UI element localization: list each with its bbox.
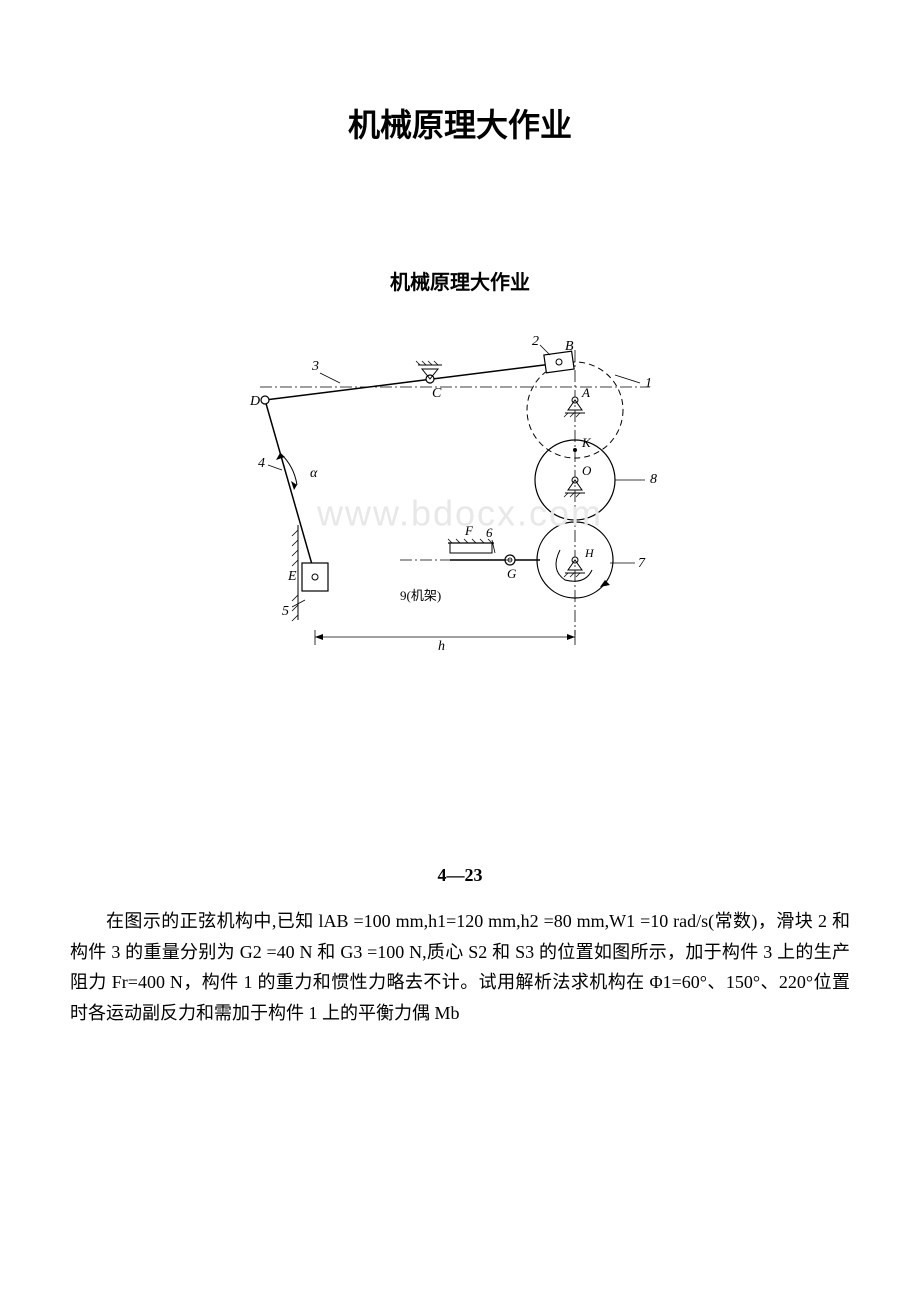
diagram-svg: D C B A K O E F G H α 9(机架) h 1 2 3 4 5 … — [220, 325, 700, 685]
label-6: 6 — [486, 525, 493, 540]
link-4 — [265, 400, 315, 575]
label-c: C — [432, 386, 442, 401]
label-b: B — [565, 339, 574, 354]
label-d: D — [249, 394, 260, 409]
link-3 — [265, 363, 560, 400]
main-title: 机械原理大作业 — [70, 100, 850, 146]
leader-4 — [268, 465, 282, 470]
mechanism-diagram: www.bdocx.com — [220, 325, 700, 685]
label-k: K — [581, 435, 592, 450]
label-alpha: α — [310, 466, 318, 481]
leader-2 — [540, 345, 550, 355]
support-f — [450, 543, 492, 553]
label-f: F — [464, 523, 474, 538]
rotation-arrow — [600, 580, 610, 587]
label-a: A — [581, 385, 590, 400]
label-e: E — [287, 569, 297, 584]
diagram-container: www.bdocx.com — [70, 325, 850, 685]
label-4: 4 — [258, 456, 265, 471]
joint-e — [312, 574, 318, 580]
joint-d — [261, 396, 269, 404]
joint-b — [556, 359, 562, 365]
label-frame: 9(机架) — [400, 588, 441, 603]
point-k — [573, 448, 577, 452]
label-h-point: H — [584, 546, 595, 560]
label-h-dim: h — [438, 639, 445, 654]
label-1: 1 — [645, 376, 652, 391]
label-2: 2 — [532, 334, 539, 349]
leader-1 — [615, 375, 640, 383]
sub-title: 机械原理大作业 — [70, 266, 850, 295]
label-5: 5 — [282, 604, 289, 619]
label-8: 8 — [650, 472, 657, 487]
label-o: O — [582, 463, 592, 478]
label-g: G — [507, 566, 517, 581]
problem-number: 4—23 — [70, 865, 850, 886]
label-7: 7 — [638, 556, 646, 571]
problem-text: 在图示的正弦机构中,已知 lAB =100 mm,h1=120 mm,h2 =8… — [70, 906, 850, 1028]
label-3: 3 — [311, 359, 319, 374]
leader-3 — [320, 373, 340, 383]
